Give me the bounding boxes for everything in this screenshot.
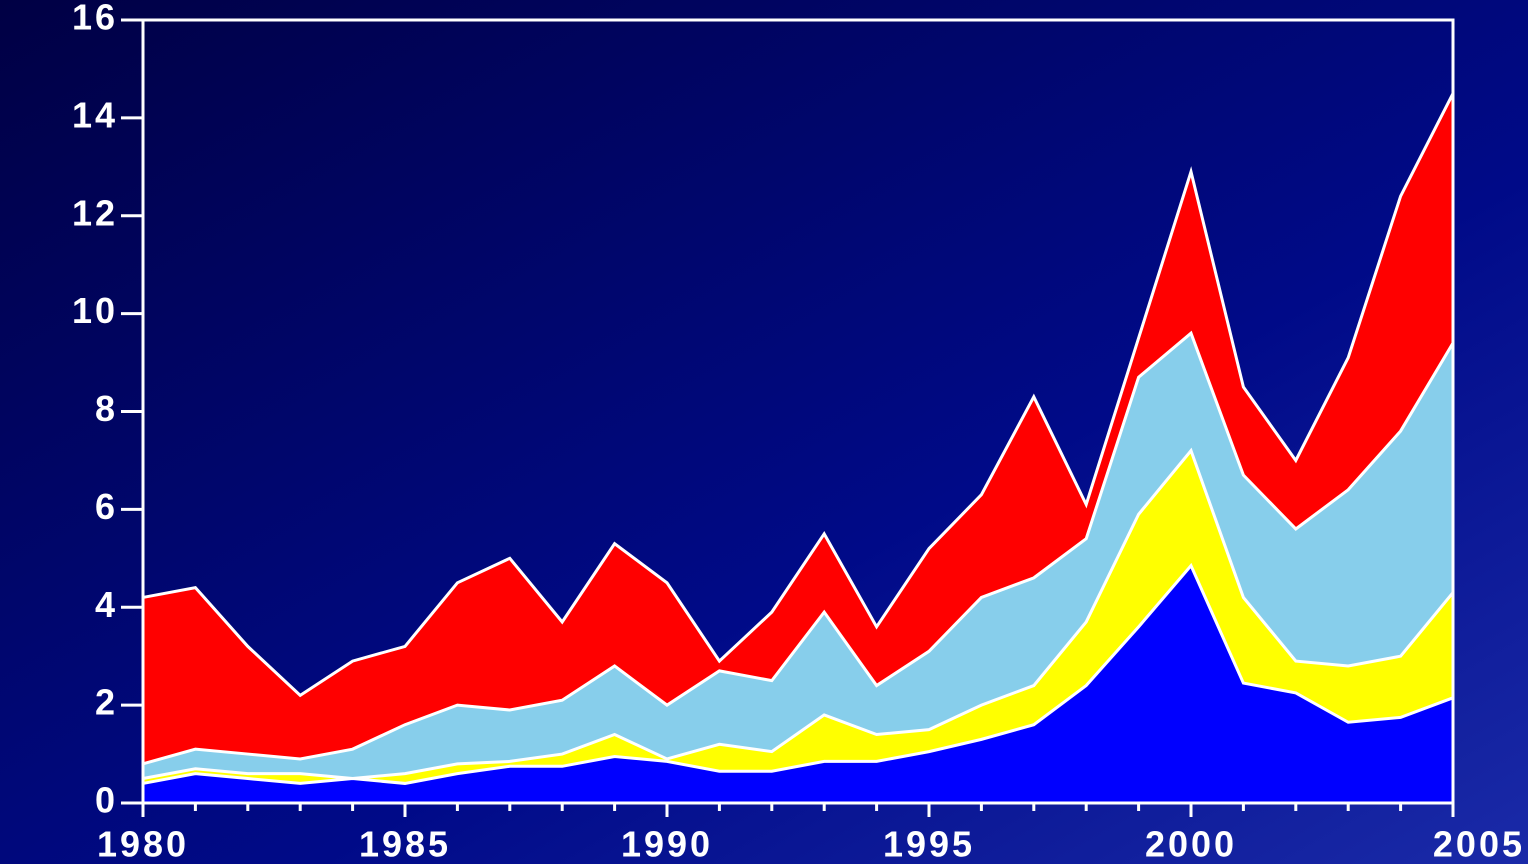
- area-edge: [142, 330, 1455, 766]
- y-tick-label: 14: [72, 94, 118, 135]
- area: [143, 93, 1453, 764]
- x-tick-label: 2000: [1145, 824, 1237, 864]
- y-tick-label: 12: [72, 192, 118, 233]
- y-tick-label: 8: [95, 388, 118, 429]
- y-tick-label: 2: [95, 682, 118, 723]
- x-tick-label: 1985: [359, 824, 451, 864]
- y-tick-label: 0: [95, 780, 118, 821]
- x-tick-label: 1990: [621, 824, 713, 864]
- y-tick-label: 10: [72, 290, 118, 331]
- area: [143, 565, 1453, 803]
- area-edge: [142, 562, 1454, 785]
- area-edge: [142, 92, 1455, 698]
- y-tick-label: 16: [72, 0, 118, 38]
- x-tick-label: 1995: [883, 824, 975, 864]
- x-tick-label: 1980: [97, 824, 189, 864]
- y-tick-label: 6: [95, 486, 118, 527]
- x-tick-label: 2005: [1433, 824, 1525, 864]
- area-edge: [142, 447, 1455, 781]
- y-tick-label: 4: [95, 584, 118, 625]
- area: [143, 333, 1453, 779]
